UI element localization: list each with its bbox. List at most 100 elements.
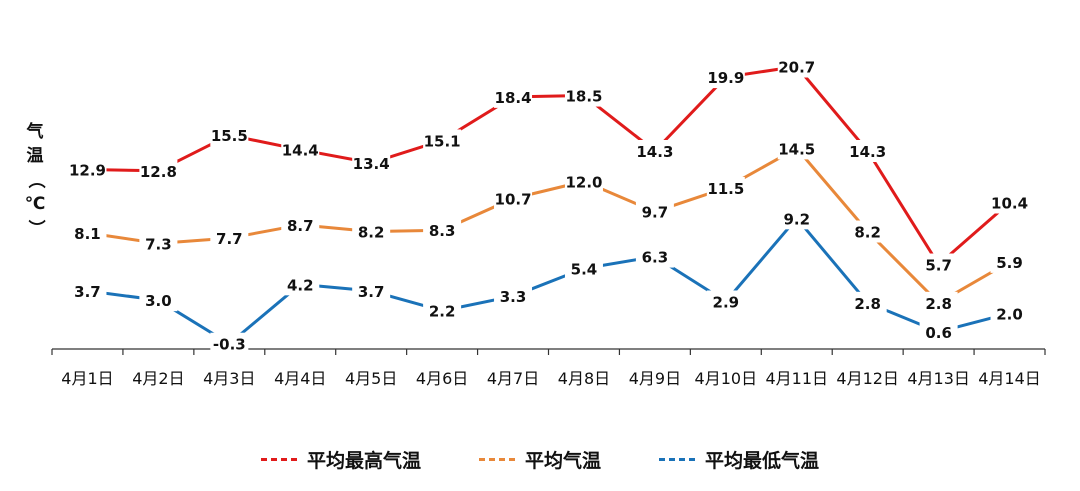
x-tick-label: 4月14日 (978, 369, 1041, 388)
data-label-bg (919, 291, 958, 314)
data-label: 12.8 (140, 163, 177, 181)
data-label: 2.8 (854, 295, 881, 313)
data-label-bg (68, 221, 107, 244)
x-tick-label: 4月2日 (132, 369, 184, 388)
data-label-bg (281, 138, 320, 161)
data-label: 3.0 (145, 292, 172, 310)
data-label: 12.0 (565, 173, 602, 191)
data-label-bg (919, 253, 958, 276)
data-label-bg (210, 332, 249, 355)
data-label-bg (281, 273, 320, 296)
y-axis-label-char: ） (25, 219, 45, 237)
legend-label-min: 平均最低气温 (705, 450, 820, 472)
data-label: 13.4 (353, 155, 390, 173)
data-label: 18.5 (565, 88, 602, 106)
x-tick-label: 4月4日 (274, 369, 326, 388)
data-label-bg (706, 290, 745, 313)
data-label-bg (564, 257, 603, 280)
data-label: 14.3 (636, 143, 673, 161)
legend-swatch-mean (478, 458, 515, 461)
data-label-bg (139, 159, 178, 182)
data-label: 14.4 (282, 142, 319, 160)
data-label: 14.3 (849, 143, 886, 161)
data-label: 2.8 (925, 295, 952, 313)
data-label-bg (494, 187, 533, 210)
x-tick-label: 4月10日 (695, 369, 758, 388)
data-label-bg (848, 220, 887, 243)
data-label-bg (848, 140, 887, 162)
data-label-bg (423, 129, 462, 152)
data-label: 2.9 (713, 293, 740, 311)
legend-swatch-min (659, 458, 695, 461)
data-label: 10.7 (495, 191, 532, 209)
x-tick-label: 4月1日 (61, 369, 113, 388)
data-label-bg (635, 245, 674, 268)
data-label-bg (706, 176, 745, 199)
data-label: 5.9 (996, 254, 1023, 272)
data-label: 20.7 (778, 59, 815, 77)
data-label: 3.7 (74, 283, 101, 301)
x-tick-label: 4月7日 (487, 369, 539, 388)
data-label-bg (68, 158, 107, 181)
data-label-bg (990, 302, 1029, 325)
x-tick-label: 4月9日 (629, 369, 681, 388)
data-label: 2.2 (429, 303, 456, 321)
data-label: 8.1 (74, 225, 101, 243)
data-label: 4.2 (287, 276, 314, 294)
data-label: 19.9 (707, 69, 744, 87)
data-label-bg (281, 213, 320, 236)
data-label: 3.7 (358, 283, 385, 301)
data-label-bg (990, 191, 1029, 214)
y-axis-label-char: ℃ (24, 194, 46, 214)
x-tick-label: 4月5日 (345, 369, 397, 388)
data-label-bg (706, 66, 745, 89)
data-label-bg (635, 140, 674, 162)
x-tick-label: 4月6日 (416, 369, 468, 388)
data-label-bg (564, 170, 603, 193)
data-label-bg (777, 207, 816, 230)
y-axis-label-char: （ (25, 171, 45, 189)
x-tick-label: 4月12日 (836, 369, 899, 388)
x-tick-label: 4月3日 (203, 369, 255, 388)
data-label-bg (423, 299, 462, 322)
legend: 平均最高气温 平均气温 平均最低气温 (0, 446, 1080, 473)
data-label: 12.9 (69, 161, 106, 179)
data-label-bg (494, 285, 533, 308)
y-axis-label: 气 温 （ ℃ ） (22, 120, 48, 240)
data-label: 3.3 (500, 288, 527, 306)
data-label-bg (777, 55, 816, 78)
legend-label-max: 平均最高气温 (306, 450, 421, 472)
data-label-bg (352, 220, 391, 243)
data-label: 15.1 (424, 132, 461, 150)
data-label-bg (352, 151, 391, 174)
data-label: 14.5 (778, 140, 815, 158)
data-label-bg (848, 291, 887, 314)
x-tick-label: 4月11日 (765, 369, 828, 388)
data-label-bg (210, 227, 249, 250)
legend-label-mean: 平均气温 (524, 450, 601, 472)
data-label-bg (210, 124, 249, 147)
data-label: 5.4 (571, 260, 598, 278)
data-label: 9.2 (783, 210, 810, 228)
data-label-bg (68, 279, 107, 302)
data-label: 8.3 (429, 222, 456, 240)
data-label-bg (777, 137, 816, 160)
data-label: 7.7 (216, 230, 243, 248)
data-label: 0.6 (925, 324, 952, 342)
data-label-bg (919, 320, 958, 343)
data-label: 11.5 (707, 180, 744, 198)
data-label-bg (352, 279, 391, 302)
data-label: 7.3 (145, 235, 172, 253)
data-label: 18.4 (495, 89, 532, 107)
legend-swatch-max (260, 458, 297, 461)
legend-item-min: 平均最低气温 (659, 446, 819, 473)
data-label: 8.2 (358, 224, 385, 242)
data-label: -0.3 (213, 336, 246, 354)
data-label-bg (139, 289, 178, 312)
data-label: 10.4 (991, 194, 1028, 212)
data-label: 15.5 (211, 127, 248, 145)
x-tick-label: 4月8日 (558, 369, 610, 388)
data-label: 9.7 (642, 204, 669, 222)
data-label: 8.2 (854, 224, 881, 242)
